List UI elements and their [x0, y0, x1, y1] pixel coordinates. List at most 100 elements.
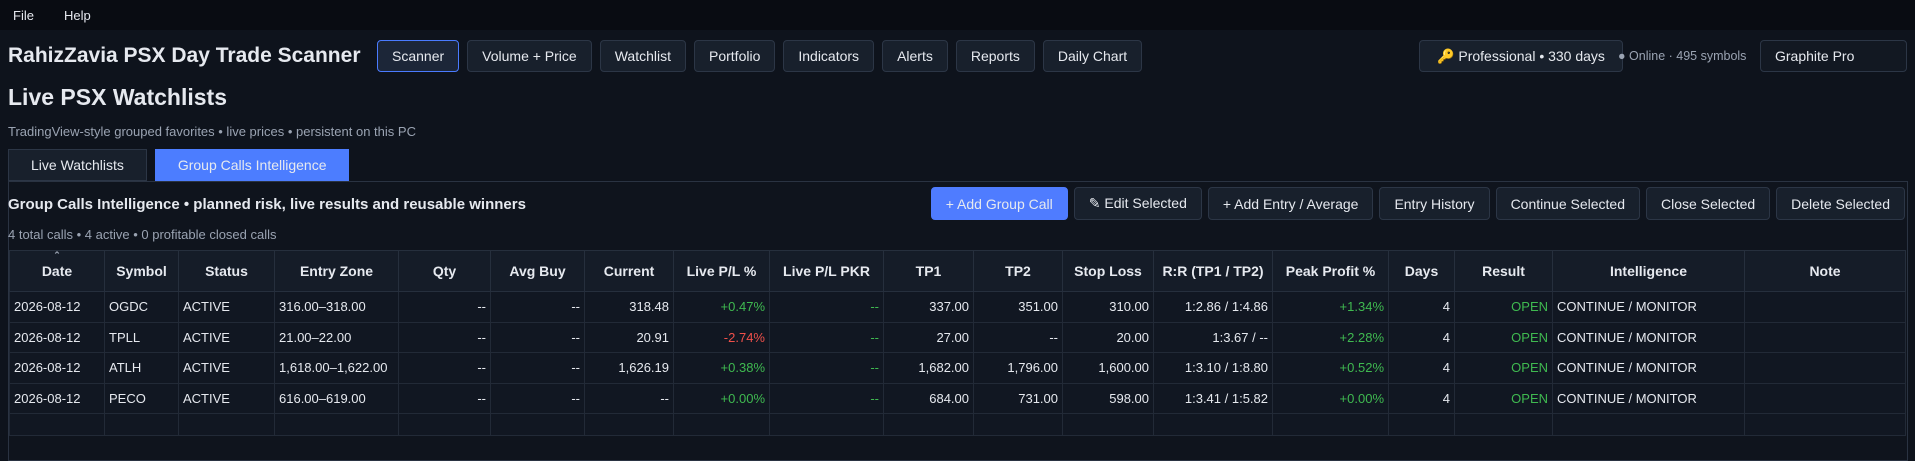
table-cell: --	[769, 321, 884, 353]
nav-button[interactable]: Scanner	[377, 40, 460, 72]
license-button[interactable]: 🔑 Professional • 330 days	[1419, 40, 1623, 72]
table-cell: 2026-08-12	[9, 321, 105, 353]
theme-select[interactable]: Graphite Pro	[1760, 40, 1907, 72]
column-header[interactable]: Intelligence	[1552, 250, 1745, 292]
column-header[interactable]: Symbol	[104, 250, 179, 292]
nav-button[interactable]: Daily Chart	[1042, 40, 1143, 72]
table-cell: ACTIVE	[178, 321, 275, 353]
tab[interactable]: Group Calls Intelligence	[154, 149, 350, 181]
table-row[interactable]: 2026-08-12 ATLH ACTIVE 1,618.00–1,622.00 -- -…	[9, 352, 1906, 384]
page-title: Live PSX Watchlists	[8, 84, 227, 110]
table-cell: +0.52%	[1272, 352, 1389, 384]
table-cell: CONTINUE / MONITOR	[1552, 382, 1745, 414]
table-cell: 1,626.19	[584, 352, 674, 384]
action-button[interactable]: Close Selected	[1645, 187, 1771, 220]
table-cell: --	[398, 352, 491, 384]
action-button[interactable]: Delete Selected	[1776, 187, 1905, 220]
table-cell: 20.00	[1062, 321, 1154, 353]
table-cell: +2.28%	[1272, 321, 1389, 353]
table-cell: +1.34%	[1272, 291, 1389, 323]
column-header[interactable]: Status	[178, 250, 275, 292]
action-button[interactable]: Continue Selected	[1495, 187, 1640, 220]
table-cell: 616.00–619.00	[274, 382, 399, 414]
table-cell: --	[973, 321, 1063, 353]
table-cell	[178, 413, 275, 436]
table-cell	[1744, 413, 1906, 436]
table-cell: +0.00%	[673, 382, 770, 414]
table-cell: OPEN	[1454, 352, 1553, 384]
table-cell	[1272, 413, 1389, 436]
table-cell	[1744, 382, 1906, 414]
action-button[interactable]: Entry History	[1379, 187, 1490, 220]
table-cell: 20.91	[584, 321, 674, 353]
column-header[interactable]: Current	[584, 250, 674, 292]
table-cell: ATLH	[104, 352, 179, 384]
nav-button[interactable]: Indicators	[783, 40, 875, 72]
column-header[interactable]: Entry Zone	[274, 250, 399, 292]
table-cell: --	[490, 352, 585, 384]
table-cell: --	[398, 382, 491, 414]
table-cell: 1:3.10 / 1:8.80	[1153, 352, 1273, 384]
table-cell: 1,600.00	[1062, 352, 1154, 384]
nav-button[interactable]: Alerts	[882, 40, 948, 72]
table-cell: --	[769, 352, 884, 384]
column-header[interactable]: Result	[1454, 250, 1553, 292]
column-header[interactable]: Live P/L %	[673, 250, 770, 292]
tab-bar: Live Watchlists Group Calls Intelligence	[8, 149, 350, 181]
column-header[interactable]: R:R (TP1 / TP2)	[1153, 250, 1273, 292]
table-cell: 1:3.67 / --	[1153, 321, 1273, 353]
table-cell: 1:2.86 / 1:4.86	[1153, 291, 1273, 323]
menu-bar: File Help	[0, 0, 1915, 30]
table-cell: OPEN	[1454, 291, 1553, 323]
table-row[interactable]: 2026-08-12 PECO ACTIVE 616.00–619.00 -- -- -- +…	[9, 382, 1906, 414]
table-cell: 4	[1388, 291, 1455, 323]
table-cell: 598.00	[1062, 382, 1154, 414]
connection-status: ● Online · 495 symbols	[1618, 49, 1747, 63]
table-cell: 684.00	[883, 382, 974, 414]
table-cell: CONTINUE / MONITOR	[1552, 321, 1745, 353]
column-header[interactable]: Stop Loss	[1062, 250, 1154, 292]
table-cell: --	[490, 382, 585, 414]
table-cell	[1153, 413, 1273, 436]
table-cell	[1552, 413, 1745, 436]
table-cell: 2026-08-12	[9, 291, 105, 323]
table-cell	[973, 413, 1063, 436]
tab[interactable]: Live Watchlists	[8, 149, 147, 181]
table-row[interactable]: 2026-08-12 OGDC ACTIVE 316.00–318.00 -- -- 318…	[9, 291, 1906, 323]
table-cell	[274, 413, 399, 436]
action-bar: + Add Group Call ✎ Edit Selected + Add Ent…	[930, 187, 1905, 220]
nav-button[interactable]: Watchlist	[599, 40, 686, 72]
table-cell	[769, 413, 884, 436]
table-cell: --	[490, 321, 585, 353]
action-button[interactable]: + Add Group Call	[930, 187, 1068, 220]
table-cell: OPEN	[1454, 382, 1553, 414]
column-header[interactable]: Avg Buy	[490, 250, 585, 292]
action-button[interactable]: ✎ Edit Selected	[1073, 187, 1202, 220]
table-cell: +0.00%	[1272, 382, 1389, 414]
column-header[interactable]: Days	[1388, 250, 1455, 292]
column-header[interactable]: Live P/L PKR	[769, 250, 884, 292]
page-subtitle: TradingView-style grouped favorites • li…	[8, 124, 416, 139]
table-row[interactable]: 2026-08-12 TPLL ACTIVE 21.00–22.00 -- -- 20.91…	[9, 321, 1906, 353]
action-button[interactable]: + Add Entry / Average	[1207, 187, 1374, 220]
nav-button[interactable]: Portfolio	[694, 40, 776, 72]
column-header[interactable]: TP2	[973, 250, 1063, 292]
column-header[interactable]: Note	[1744, 250, 1906, 292]
table-cell: 351.00	[973, 291, 1063, 323]
table-cell: 1,682.00	[883, 352, 974, 384]
column-header[interactable]: Qty	[398, 250, 491, 292]
table-cell	[673, 413, 770, 436]
menu-item[interactable]: File	[13, 7, 34, 23]
table-cell: 316.00–318.00	[274, 291, 399, 323]
menu-item[interactable]: Help	[63, 7, 91, 23]
nav-button[interactable]: Volume + Price	[467, 40, 592, 72]
nav-button[interactable]: Reports	[955, 40, 1035, 72]
table-cell	[9, 413, 105, 436]
table-cell: -2.74%	[673, 321, 770, 353]
table-cell: --	[398, 291, 491, 323]
column-header[interactable]: TP1	[883, 250, 974, 292]
column-header[interactable]: Date	[9, 250, 105, 292]
table-cell: 2026-08-12	[9, 382, 105, 414]
column-header[interactable]: Peak Profit %	[1272, 250, 1389, 292]
table-cell: 731.00	[973, 382, 1063, 414]
